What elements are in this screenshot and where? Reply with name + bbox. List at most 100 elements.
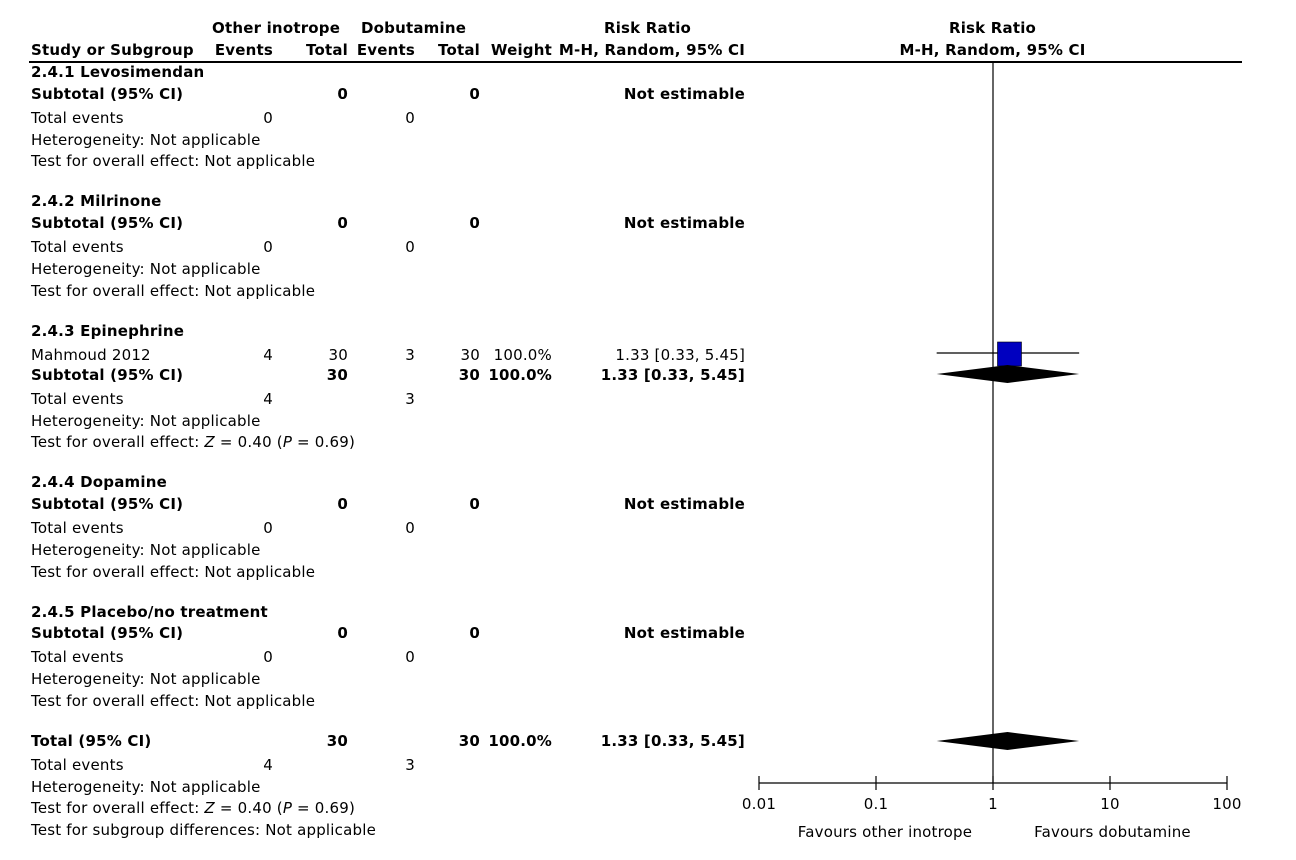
- overall-effect-text: Test for overall effect: Not applicable: [31, 563, 316, 581]
- header-study-col: Study or Subgroup: [31, 41, 194, 59]
- overall-diamond: [936, 732, 1080, 750]
- total-events-2: 0: [405, 648, 415, 666]
- p-end: = 0.69): [292, 799, 356, 817]
- p-var: P: [282, 799, 293, 817]
- total-events-label: Total events: [31, 238, 124, 256]
- header-group2: Dobutamine: [361, 19, 467, 37]
- header-risk-ratio: Risk Ratio: [603, 19, 692, 37]
- subtotal-ci: Not estimable: [623, 624, 745, 642]
- total-events-label: Total events: [31, 390, 124, 408]
- subtotal-total-1: 0: [337, 624, 348, 642]
- subtotal-total-1: 0: [337, 85, 348, 103]
- header-plot-method: M-H, Random, 95% CI: [899, 41, 1086, 59]
- subtotal-total-2: 0: [469, 495, 480, 513]
- overall-effect-z: Test for overall effect: Z = 0.40 (P = 0…: [31, 435, 355, 450]
- z-mid: = 0.40 (: [214, 799, 283, 817]
- header-weight: Weight: [490, 41, 552, 59]
- total-events-1: 4: [263, 390, 273, 408]
- subtotal-total-2: 0: [469, 214, 480, 232]
- axis-tick-label: 100: [1212, 795, 1242, 813]
- favours-left-label: Favours other inotrope: [797, 823, 973, 841]
- study-weight: 100.0%: [493, 346, 552, 364]
- study-events-2: 3: [405, 346, 415, 364]
- study-total-1: 30: [328, 346, 348, 364]
- study-events-1: 4: [263, 346, 273, 364]
- subtotal-label: Subtotal (95% CI): [31, 85, 184, 103]
- total-events-1: 0: [263, 238, 273, 256]
- subgroup-title: 2.4.3 Epinephrine: [31, 322, 185, 340]
- subtotal-label: Subtotal (95% CI): [31, 495, 184, 513]
- header-plot-title: Risk Ratio: [948, 19, 1037, 37]
- header-rule: [29, 61, 1242, 63]
- overall-effect-text: Test for overall effect: Not applicable: [31, 152, 316, 170]
- heterogeneity-text: Heterogeneity: Not applicable: [31, 670, 261, 688]
- total-events-1: 4: [263, 756, 273, 774]
- favours-right-label: Favours dobutamine: [1034, 823, 1191, 841]
- header-total-1: Total: [306, 41, 348, 59]
- subtotal-total-2: 0: [469, 624, 480, 642]
- subtotal-label: Subtotal (95% CI): [31, 624, 184, 642]
- subtotal-weight: 100.0%: [488, 366, 552, 384]
- subtotal-total-1: 30: [326, 366, 348, 384]
- axis-tick-label: 1: [988, 795, 998, 813]
- header-total-2: Total: [438, 41, 480, 59]
- total-events-label: Total events: [31, 648, 124, 666]
- subgroup-differences-text: Test for subgroup differences: Not appli…: [31, 821, 377, 839]
- total-events-2: 0: [405, 519, 415, 537]
- total-events-2: 0: [405, 109, 415, 127]
- overall-total-1: 30: [326, 732, 348, 750]
- z-prefix: Test for overall effect:: [31, 433, 205, 451]
- p-var: P: [282, 433, 293, 451]
- subtotal-total-2: 30: [458, 366, 480, 384]
- header-events-2: Events: [356, 41, 415, 59]
- z-var: Z: [204, 433, 215, 451]
- overall-total-label: Total (95% CI): [31, 732, 152, 750]
- axis-tick-label: 0.01: [741, 795, 777, 813]
- overall-total-2: 30: [458, 732, 480, 750]
- study-total-2: 30: [460, 346, 480, 364]
- axis-tick-label: 10: [1100, 795, 1120, 813]
- p-end: = 0.69): [292, 433, 356, 451]
- total-events-1: 0: [263, 109, 273, 127]
- heterogeneity-text: Heterogeneity: Not applicable: [31, 412, 261, 430]
- subtotal-label: Subtotal (95% CI): [31, 366, 184, 384]
- study-ci: 1.33 [0.33, 5.45]: [615, 346, 745, 364]
- study-name: Mahmoud 2012: [31, 346, 151, 364]
- overall-ci: 1.33 [0.33, 5.45]: [600, 732, 745, 750]
- subtotal-total-2: 0: [469, 85, 480, 103]
- overall-effect-text: Test for overall effect: Not applicable: [31, 692, 316, 710]
- overall-weight: 100.0%: [488, 732, 552, 750]
- subtotal-total-1: 0: [337, 214, 348, 232]
- subtotal-ci: Not estimable: [623, 214, 745, 232]
- axis-tick-label: 0.1: [863, 795, 889, 813]
- z-prefix: Test for overall effect:: [31, 799, 205, 817]
- total-events-label: Total events: [31, 519, 124, 537]
- overall-effect-z: Test for overall effect: Z = 0.40 (P = 0…: [31, 801, 355, 816]
- subtotal-ci: 1.33 [0.33, 5.45]: [600, 366, 745, 384]
- study-weight-square: [997, 341, 1022, 367]
- total-events-1: 0: [263, 648, 273, 666]
- subtotal-ci: Not estimable: [623, 495, 745, 513]
- subtotal-total-1: 0: [337, 495, 348, 513]
- header-method-ci: M-H, Random, 95% CI: [558, 41, 745, 59]
- subtotal-label: Subtotal (95% CI): [31, 214, 184, 232]
- subgroup-title: 2.4.2 Milrinone: [31, 192, 162, 210]
- plot-marks: [936, 341, 1080, 750]
- total-events-label: Total events: [31, 109, 124, 127]
- overall-effect-text: Test for overall effect: Not applicable: [31, 282, 316, 300]
- total-events-1: 0: [263, 519, 273, 537]
- subtotal-ci: Not estimable: [623, 85, 745, 103]
- heterogeneity-text: Heterogeneity: Not applicable: [31, 541, 261, 559]
- total-events-2: 0: [405, 238, 415, 256]
- subgroup-title: 2.4.5 Placebo/no treatment: [31, 603, 268, 621]
- subgroup-title: 2.4.4 Dopamine: [31, 473, 167, 491]
- header-events-1: Events: [214, 41, 273, 59]
- heterogeneity-text: Heterogeneity: Not applicable: [31, 131, 261, 149]
- total-events-2: 3: [405, 756, 415, 774]
- heterogeneity-text: Heterogeneity: Not applicable: [31, 778, 261, 796]
- z-var: Z: [204, 799, 215, 817]
- total-events-label: Total events: [31, 756, 124, 774]
- heterogeneity-text: Heterogeneity: Not applicable: [31, 260, 261, 278]
- total-events-2: 3: [405, 390, 415, 408]
- header-group1: Other inotrope: [212, 19, 341, 37]
